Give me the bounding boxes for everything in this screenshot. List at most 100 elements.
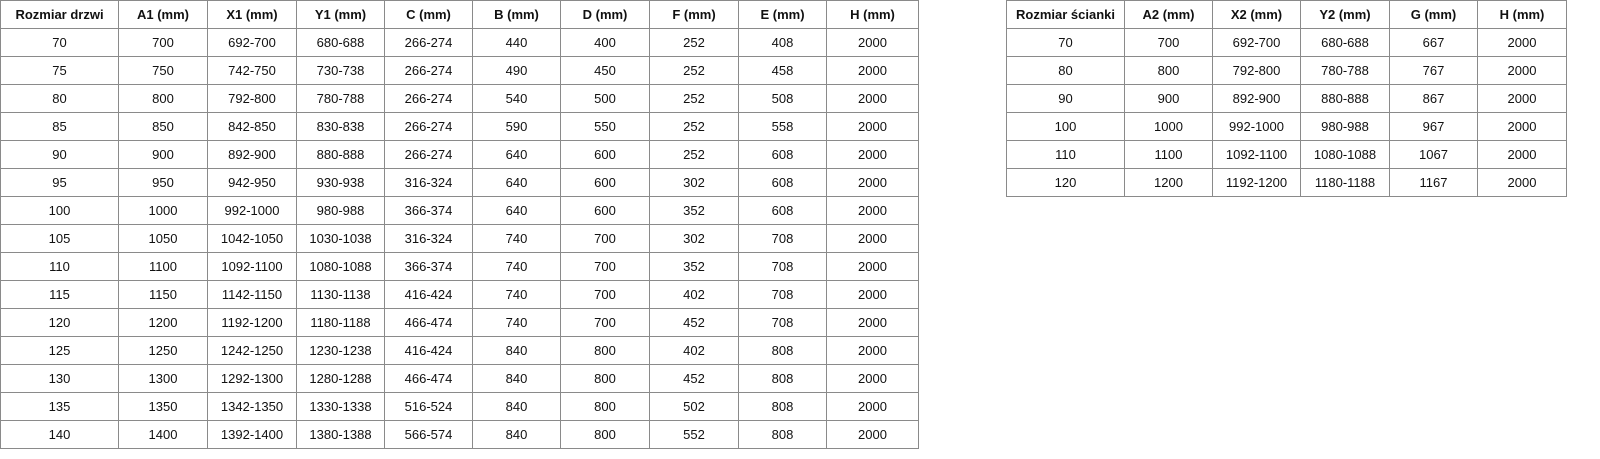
table-cell: 120: [0, 308, 119, 337]
table-cell: 466-474: [384, 308, 473, 337]
table-cell: 742-750: [207, 56, 297, 85]
table-cell: 800: [1124, 56, 1213, 85]
table-cell: 402: [649, 280, 739, 309]
table-row: 105 1050 1042-1050 1030-1038 316-324 740 700 30…: [0, 224, 919, 253]
table-cell: 558: [738, 112, 827, 141]
table-cell: 2000: [826, 420, 919, 449]
table-cell: 110: [1006, 140, 1125, 169]
table-cell: 2000: [826, 56, 919, 85]
table-cell: 80: [1006, 56, 1125, 85]
table-cell: 1100: [1124, 140, 1213, 169]
table-row: 115 1150 1142-1150 1130-1138 416-424 740 700 40…: [0, 280, 919, 309]
table-cell: 1250: [118, 336, 208, 365]
table-cell: 2000: [826, 112, 919, 141]
table-cell: 840: [472, 420, 561, 449]
table-cell: 550: [560, 112, 650, 141]
column-header: Rozmiar drzwi: [0, 0, 119, 29]
table-cell: 608: [738, 140, 827, 169]
table-cell: 552: [649, 420, 739, 449]
wall-panel-dimensions-table: Rozmiar ścianki A2 (mm) X2 (mm) Y2 (mm) G (m…: [1006, 0, 1567, 197]
header-row: Rozmiar drzwi A1 (mm) X1 (mm) Y1 (mm) C (mm)…: [0, 0, 919, 29]
table-cell: 252: [649, 84, 739, 113]
table-cell: 808: [738, 420, 827, 449]
table-cell: 1042-1050: [207, 224, 297, 253]
table-cell: 402: [649, 336, 739, 365]
table-cell: 880-888: [1300, 84, 1390, 113]
table-cell: 780-788: [1300, 56, 1390, 85]
table-cell: 692-700: [207, 28, 297, 57]
table-cell: 302: [649, 224, 739, 253]
table-cell: 640: [472, 168, 561, 197]
table-cell: 2000: [1477, 56, 1567, 85]
table-row: 80 800 792-800 780-788 767 2000: [1006, 56, 1567, 85]
table-row: 130 1300 1292-1300 1280-1288 466-474 840 800 45…: [0, 364, 919, 393]
table-cell: 708: [738, 308, 827, 337]
table-cell: 1292-1300: [207, 364, 297, 393]
table-cell: 1180-1188: [296, 308, 385, 337]
table-row: 135 1350 1342-1350 1330-1338 516-524 840 800 50…: [0, 392, 919, 421]
table-cell: 840: [472, 392, 561, 421]
table-row: 80 800 792-800 780-788 266-274 540 500 252 508 20…: [0, 84, 919, 113]
table-cell: 466-474: [384, 364, 473, 393]
table-cell: 600: [560, 168, 650, 197]
table-cell: 1000: [1124, 112, 1213, 141]
table-cell: 1400: [118, 420, 208, 449]
table-row: 95 950 942-950 930-938 316-324 640 600 302 608 20…: [0, 168, 919, 197]
table-cell: 316-324: [384, 224, 473, 253]
table-cell: 1350: [118, 392, 208, 421]
table-cell: 2000: [826, 252, 919, 281]
table-cell: 266-274: [384, 140, 473, 169]
door-dimensions-table: Rozmiar drzwi A1 (mm) X1 (mm) Y1 (mm) C (mm)…: [0, 0, 919, 449]
table-cell: 1200: [118, 308, 208, 337]
table-cell: 808: [738, 364, 827, 393]
table-cell: 352: [649, 252, 739, 281]
table-cell: 90: [1006, 84, 1125, 113]
table-cell: 708: [738, 224, 827, 253]
table-cell: 842-850: [207, 112, 297, 141]
table-cell: 600: [560, 196, 650, 225]
column-header: A2 (mm): [1124, 0, 1213, 29]
table-cell: 640: [472, 196, 561, 225]
table-cell: 70: [1006, 28, 1125, 57]
table-cell: 302: [649, 168, 739, 197]
table-cell: 1330-1338: [296, 392, 385, 421]
column-header: Y1 (mm): [296, 0, 385, 29]
table-cell: 500: [560, 84, 650, 113]
table-cell: 1230-1238: [296, 336, 385, 365]
table-cell: 2000: [826, 168, 919, 197]
table-cell: 2000: [826, 28, 919, 57]
table-cell: 680-688: [296, 28, 385, 57]
table-cell: 900: [1124, 84, 1213, 113]
column-header: D (mm): [560, 0, 650, 29]
table-cell: 352: [649, 196, 739, 225]
table-row: 100 1000 992-1000 980-988 967 2000: [1006, 112, 1567, 141]
table-cell: 800: [118, 84, 208, 113]
column-header: C (mm): [384, 0, 473, 29]
table-row: 120 1200 1192-1200 1180-1188 466-474 740 700 45…: [0, 308, 919, 337]
table-cell: 1167: [1389, 168, 1478, 197]
table-cell: 130: [0, 364, 119, 393]
table-cell: 2000: [826, 196, 919, 225]
table-row: 100 1000 992-1000 980-988 366-374 640 600 352 60…: [0, 196, 919, 225]
table-cell: 316-324: [384, 168, 473, 197]
table-cell: 566-574: [384, 420, 473, 449]
table-cell: 700: [118, 28, 208, 57]
table-row: 90 900 892-900 880-888 266-274 640 600 252 608 20…: [0, 140, 919, 169]
table-cell: 100: [1006, 112, 1125, 141]
table-cell: 458: [738, 56, 827, 85]
table-cell: 2000: [1477, 168, 1567, 197]
table-cell: 900: [118, 140, 208, 169]
table-cell: 608: [738, 168, 827, 197]
table-cell: 440: [472, 28, 561, 57]
table-cell: 1130-1138: [296, 280, 385, 309]
table-cell: 416-424: [384, 280, 473, 309]
table-row: 70 700 692-700 680-688 667 2000: [1006, 28, 1567, 57]
table-cell: 252: [649, 140, 739, 169]
header-row: Rozmiar ścianki A2 (mm) X2 (mm) Y2 (mm) G (m…: [1006, 0, 1567, 29]
table-cell: 508: [738, 84, 827, 113]
table-cell: 450: [560, 56, 650, 85]
table-cell: 850: [118, 112, 208, 141]
table-cell: 140: [0, 420, 119, 449]
table-row: 120 1200 1192-1200 1180-1188 1167 2000: [1006, 168, 1567, 197]
table-cell: 540: [472, 84, 561, 113]
